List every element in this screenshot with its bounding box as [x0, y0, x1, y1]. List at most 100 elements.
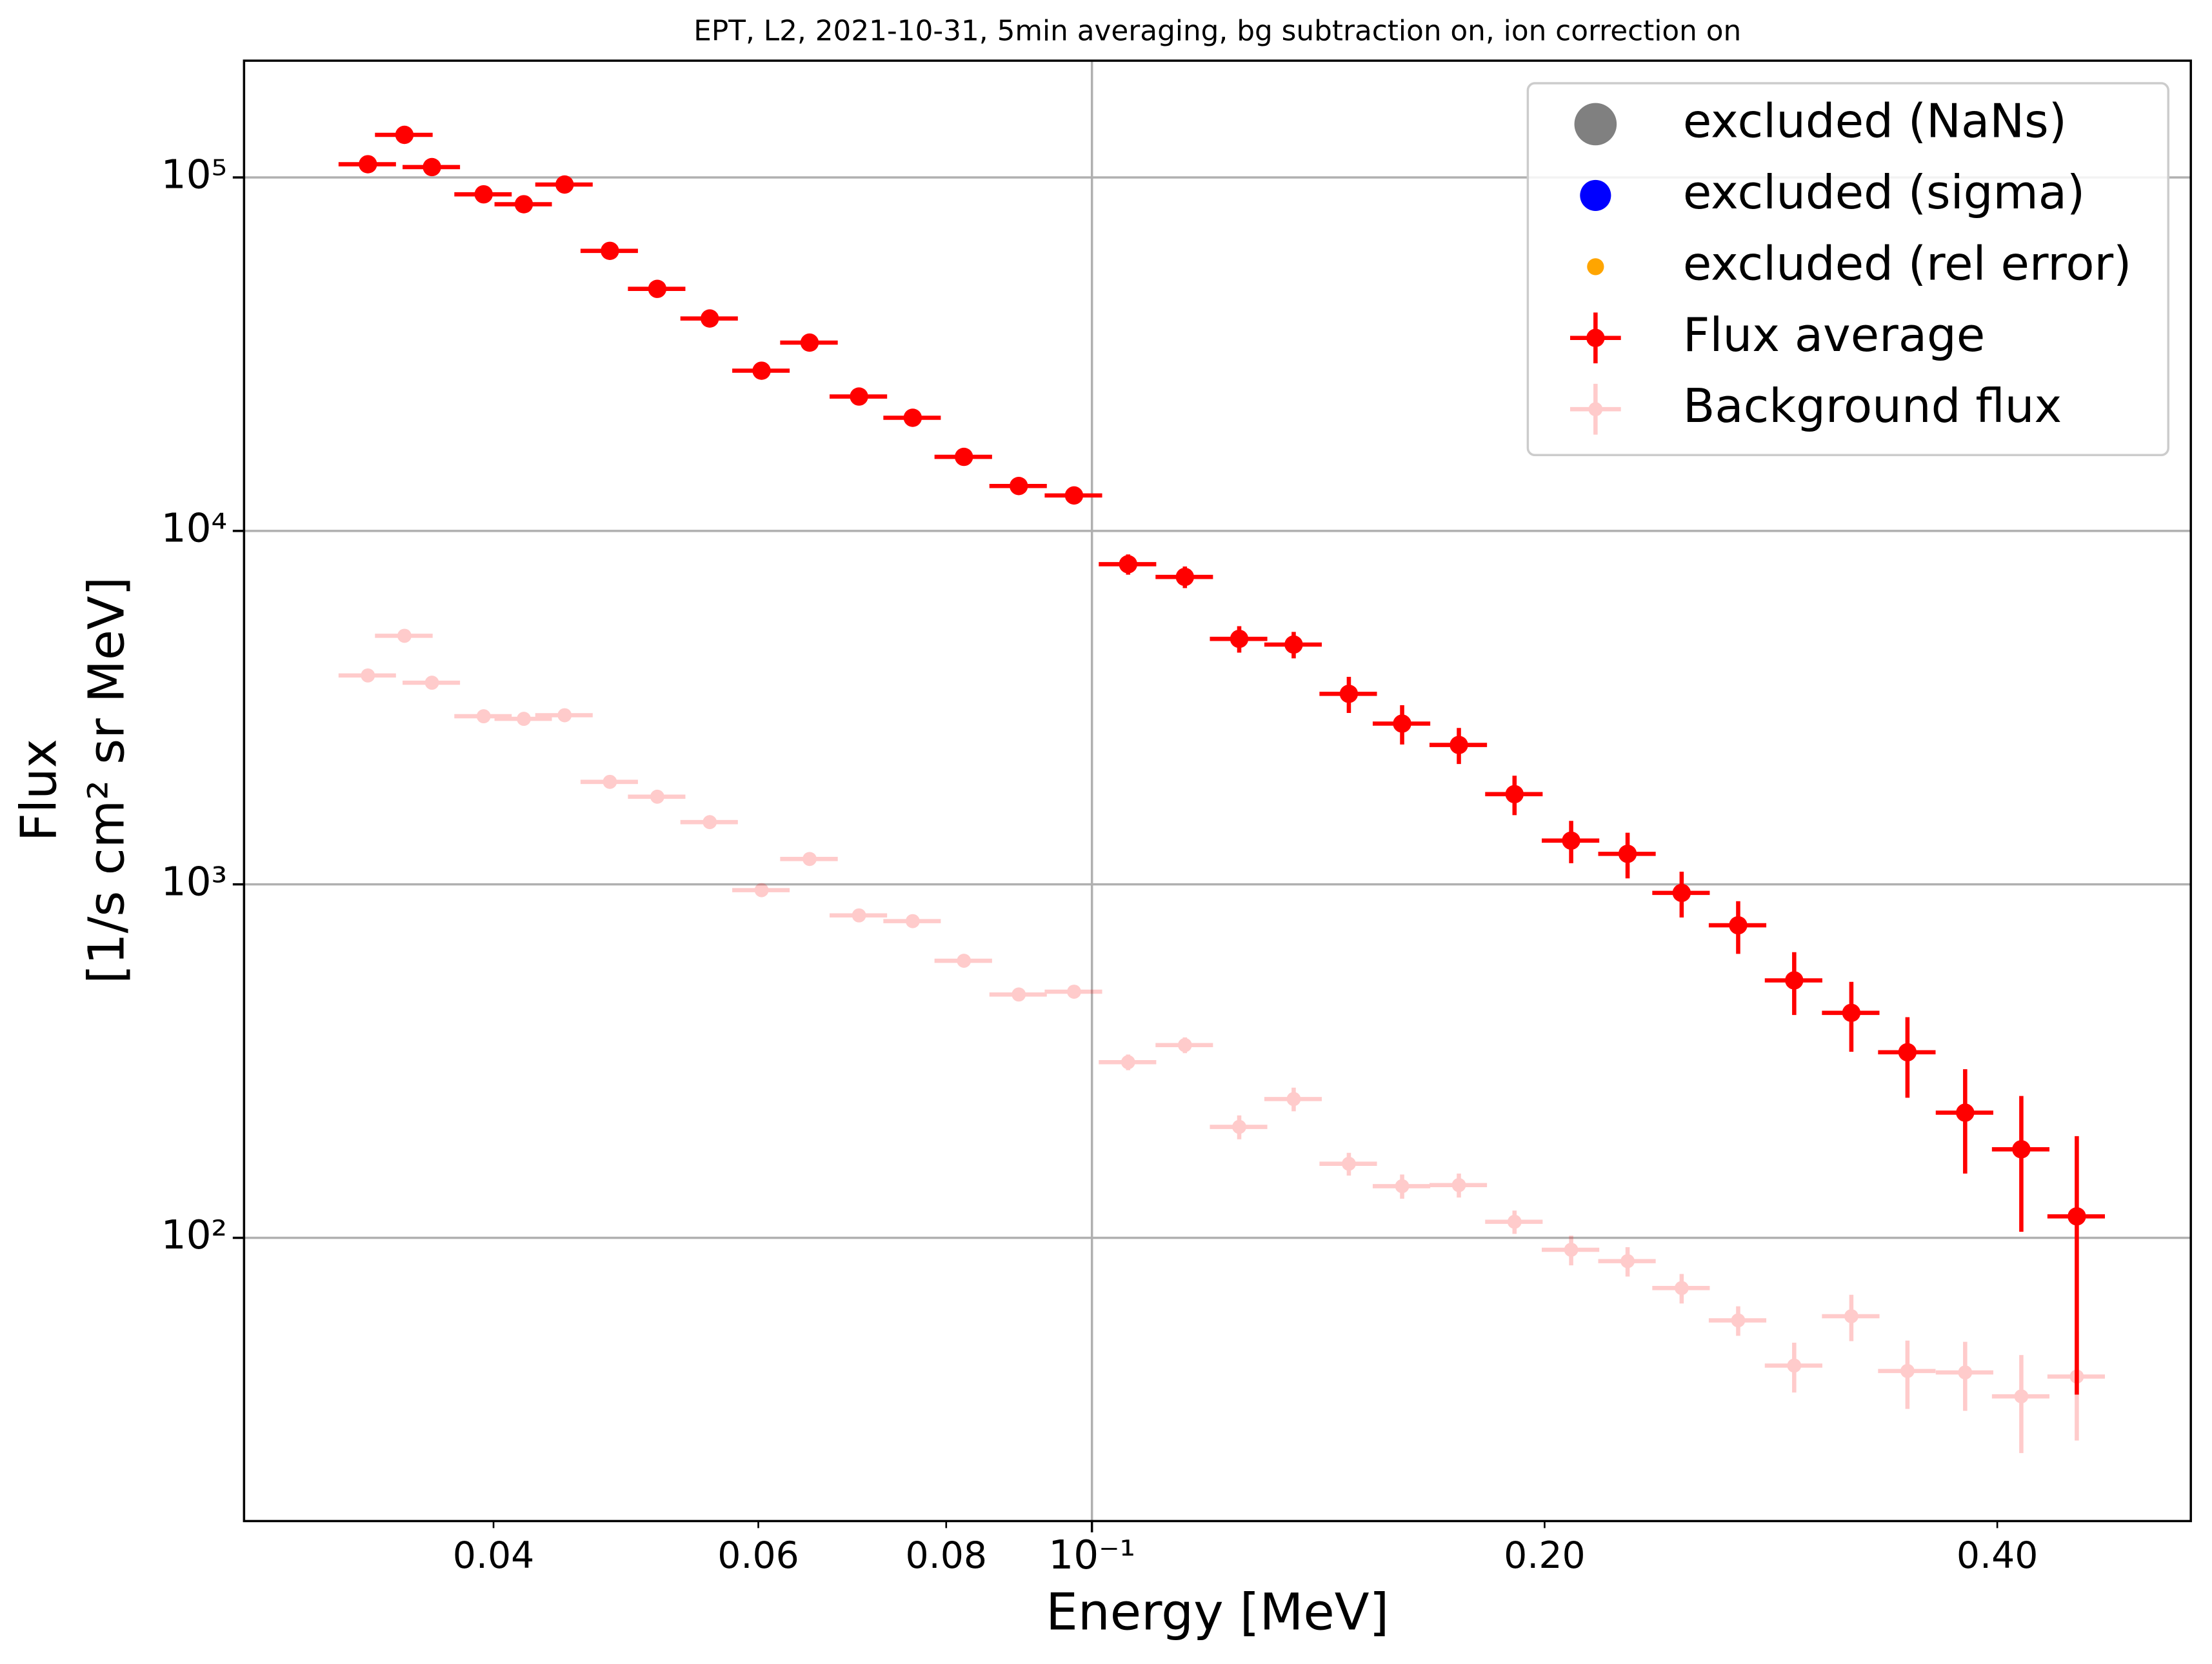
x-tick-label: 0.04 — [453, 1534, 535, 1577]
y-axis-label: Flux — [11, 739, 68, 841]
x-tick-label: 0.40 — [1957, 1534, 2038, 1577]
series-group — [338, 628, 2106, 1454]
data-point — [1505, 785, 1524, 804]
x-tick-label: 0.06 — [717, 1534, 799, 1577]
data-point — [1339, 685, 1359, 703]
y-tick-label: 10³ — [161, 859, 227, 905]
legend-entry — [1587, 258, 1604, 276]
data-point — [1011, 987, 1026, 1002]
data-point — [1177, 1037, 1192, 1052]
x-axis-label: Energy [MeV] — [1046, 1582, 1389, 1641]
data-point — [800, 333, 819, 352]
data-point — [1067, 985, 1081, 999]
data-point — [555, 175, 574, 194]
chart-title: EPT, L2, 2021-10-31, 5min averaging, bg … — [693, 14, 1741, 47]
data-point — [603, 774, 617, 789]
data-point — [903, 408, 922, 427]
data-point — [1230, 629, 1249, 648]
data-point — [957, 954, 971, 968]
legend-label: Flux average — [1683, 308, 1985, 363]
data-point — [1785, 971, 1804, 990]
data-point — [701, 309, 719, 328]
legend-entry — [1574, 103, 1617, 146]
data-point — [1175, 567, 1195, 586]
data-point — [1121, 1055, 1135, 1070]
legend-label: excluded (rel error) — [1683, 237, 2131, 291]
data-point — [1620, 1254, 1635, 1268]
legend-box — [1526, 82, 2169, 457]
data-point — [802, 852, 817, 867]
data-point — [601, 241, 619, 260]
x-tick-label: 10⁻¹ — [1048, 1532, 1135, 1578]
data-point — [1842, 1003, 1861, 1023]
legend-entry — [1569, 312, 1621, 364]
data-point — [1342, 1156, 1356, 1171]
data-point — [852, 908, 866, 923]
data-point — [702, 815, 717, 830]
data-point — [2068, 1207, 2086, 1226]
data-point — [1674, 1281, 1689, 1296]
y-tick-label: 10⁴ — [161, 505, 227, 551]
legend-entry — [1580, 179, 1611, 211]
data-point — [359, 155, 377, 174]
data-point — [1286, 1092, 1301, 1107]
legend-entry — [1569, 383, 1621, 435]
data-point — [474, 185, 493, 204]
legend-label: Background flux — [1683, 379, 2062, 434]
data-point — [1064, 486, 1084, 505]
data-point — [557, 708, 572, 723]
data-point — [1844, 1309, 1858, 1323]
x-tick-label: 0.20 — [1504, 1534, 1586, 1577]
data-point — [424, 676, 439, 690]
data-point — [1507, 1214, 1522, 1229]
data-point — [2014, 1389, 2029, 1404]
legend-marker — [1574, 103, 1617, 146]
data-point — [850, 387, 868, 406]
data-point — [397, 628, 412, 643]
data-point — [1395, 1179, 1410, 1194]
data-point — [1672, 883, 1691, 903]
y-tick-label: 10⁵ — [161, 152, 227, 198]
data-point — [1731, 1313, 1746, 1328]
data-point — [361, 668, 375, 683]
data-point — [1450, 736, 1468, 754]
data-point — [1898, 1043, 1917, 1062]
data-point — [1119, 555, 1138, 574]
data-point — [517, 712, 531, 727]
data-point — [955, 447, 973, 466]
data-point — [754, 883, 769, 897]
data-point — [395, 125, 414, 145]
data-point — [1232, 1119, 1246, 1134]
data-point — [1787, 1358, 1802, 1373]
legend-label: excluded (NaNs) — [1683, 94, 2067, 148]
data-point — [1562, 831, 1580, 850]
data-point — [648, 279, 667, 298]
legend-marker — [1588, 402, 1603, 417]
data-point — [1284, 635, 1303, 654]
data-point — [1393, 714, 1411, 733]
series-group — [338, 125, 2106, 1395]
data-point — [476, 709, 491, 724]
legend-marker — [1587, 258, 1604, 276]
data-point — [650, 789, 664, 804]
data-point — [1564, 1243, 1579, 1257]
y-axis-label: [1/s cm² sr MeV] — [79, 577, 136, 984]
legend-label: excluded (sigma) — [1683, 166, 2085, 220]
y-tick-label: 10² — [161, 1212, 227, 1258]
data-point — [1958, 1365, 1973, 1380]
data-point — [2012, 1140, 2031, 1159]
data-point — [1729, 916, 1748, 935]
data-point — [423, 157, 441, 177]
data-point — [1900, 1363, 1915, 1378]
legend-marker — [1580, 179, 1611, 211]
plot-frame — [243, 59, 2192, 1523]
x-tick-label: 0.08 — [905, 1534, 987, 1577]
data-point — [2069, 1369, 2084, 1384]
data-point — [752, 361, 771, 380]
data-point — [1010, 477, 1028, 496]
data-point — [1618, 845, 1637, 863]
data-point — [905, 914, 920, 928]
data-point — [1451, 1178, 1466, 1192]
